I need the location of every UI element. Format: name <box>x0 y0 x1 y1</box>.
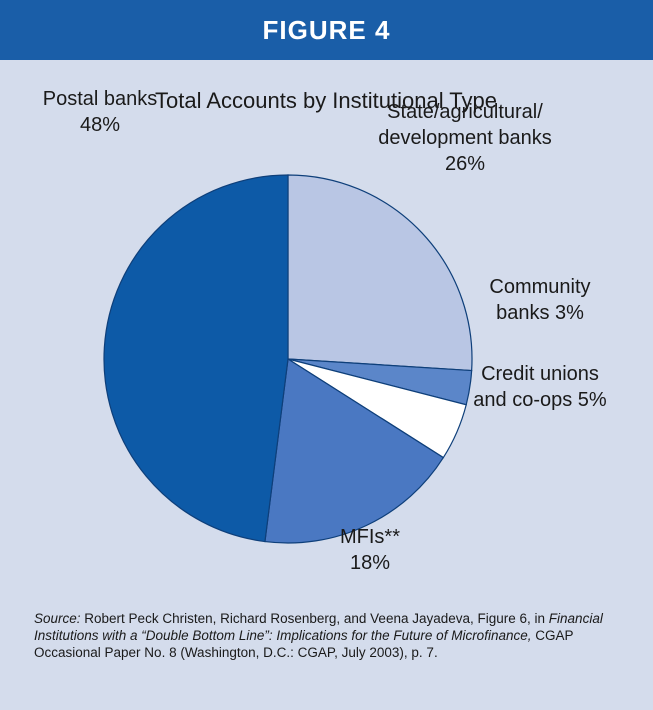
pie-slice-label-line: 26% <box>445 153 485 175</box>
chart-title: Total Accounts by Institutional Type <box>155 88 497 113</box>
figure-header: FIGURE 4 <box>0 0 653 60</box>
source-work-title: Financial Institutions with a “Double Bo… <box>34 611 603 643</box>
pie-slice <box>287 174 473 372</box>
pie-slice-label-line: 18% <box>350 552 390 574</box>
pie-slice-label-line: and co-ops 5% <box>473 389 607 411</box>
pie-slice-label: MFIs** 18% <box>340 526 400 574</box>
pie-slice-label: Credit unions and co-ops 5% <box>473 363 607 411</box>
pie-slice-label-line: Postal banks <box>43 88 158 110</box>
source-prefix: Source: <box>34 611 81 626</box>
pie-slice-label-line: Community <box>489 276 590 298</box>
source-details: CGAP Occasional Paper No. 8 (Washington,… <box>34 628 574 660</box>
source-note: Source: Robert Peck Christen, Richard Ro… <box>34 610 624 661</box>
pie-slice <box>264 357 445 544</box>
pie-slice-label-line: MFIs** <box>340 526 400 548</box>
pie-slices <box>103 174 473 544</box>
pie-chart: Total Accounts by Institutional Type Sta… <box>43 88 607 574</box>
pie-slice-label-line: State/agricultural/ <box>387 101 543 123</box>
pie-slice-label: Community banks 3% <box>489 276 590 324</box>
pie-slice-label-line: 48% <box>80 114 120 136</box>
source-authors: Robert Peck Christen, Richard Rosenberg,… <box>80 611 549 626</box>
pie-slice-label-line: development banks <box>378 127 551 149</box>
pie-slice-label-line: banks 3% <box>496 302 584 324</box>
pie-labels: State/agricultural/development banks 26% C… <box>43 88 607 574</box>
pie-slice <box>103 174 289 543</box>
pie-slice-label-line: Credit unions <box>481 363 599 385</box>
pie-slice-label: State/agricultural/development banks 26% <box>378 101 551 175</box>
pie-slice-label: Postal banks 48% <box>43 88 158 136</box>
